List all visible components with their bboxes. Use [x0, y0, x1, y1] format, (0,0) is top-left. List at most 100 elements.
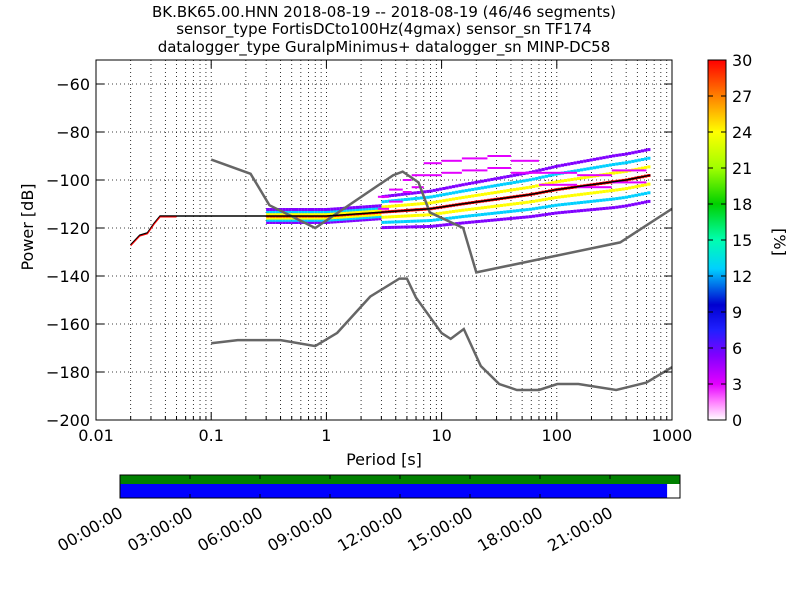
- psd-cell: [294, 218, 299, 222]
- psd-cell: [461, 221, 465, 225]
- psd-cell: [343, 215, 347, 219]
- time-tick-label: 06:00:00: [194, 503, 266, 555]
- psd-cell: [389, 188, 403, 191]
- psd-cell: [515, 173, 520, 177]
- x-tick-label: 1000: [652, 426, 693, 445]
- psd-cell: [423, 225, 427, 229]
- psd-cell: [413, 202, 417, 206]
- psd-cell: [628, 151, 632, 155]
- psd-cell: [602, 207, 606, 211]
- psd-cell: [618, 205, 622, 209]
- psd-cell: [631, 185, 635, 189]
- psd-cell: [282, 208, 286, 212]
- psd-cell: [637, 193, 641, 197]
- psd-cell: [359, 214, 363, 218]
- psd-cell: [343, 211, 347, 215]
- psd-cell: [266, 208, 270, 212]
- psd-cell: [503, 203, 507, 207]
- psd-cell: [615, 153, 619, 157]
- psd-cell: [346, 206, 350, 210]
- y-tick-label: −120: [46, 219, 90, 238]
- psd-cell: [397, 214, 401, 218]
- psd-cell: [378, 212, 382, 216]
- x-axis-ticks: 0.01 0.1 1 10 100 1000: [78, 60, 692, 445]
- psd-cell: [586, 200, 590, 204]
- psd-cell: [336, 209, 340, 213]
- psd-cell: [640, 183, 645, 187]
- psd-cell: [583, 192, 587, 196]
- x-tick-label: 100: [542, 426, 573, 445]
- psd-cell: [596, 157, 600, 161]
- psd-cell: [557, 211, 561, 215]
- psd-cell: [317, 210, 321, 214]
- psd-cell: [640, 201, 645, 205]
- psd-cell: [628, 203, 632, 207]
- psd-cell: [330, 220, 334, 224]
- psd-cell: [301, 210, 305, 214]
- psd-cell: [608, 172, 613, 176]
- psd-cell: [368, 207, 372, 211]
- psd-cell: [294, 210, 299, 214]
- psd-cell: [445, 192, 449, 196]
- psd-cell: [307, 210, 311, 214]
- availability-top-bar: [120, 475, 680, 484]
- y-tick-label: −60: [56, 75, 90, 94]
- psd-cell: [349, 214, 353, 218]
- psd-cell: [499, 217, 504, 221]
- psd-cell: [579, 176, 584, 180]
- psd-cell: [291, 220, 295, 224]
- psd-cell: [538, 176, 542, 180]
- psd-cell: [589, 166, 593, 170]
- psd-cell: [577, 174, 612, 177]
- psd-cell: [599, 207, 603, 211]
- psd-cell: [375, 208, 379, 212]
- psd-cell: [535, 184, 539, 188]
- psd-cell: [269, 220, 273, 224]
- psd-cell: [644, 166, 648, 170]
- psd-cell: [644, 191, 648, 195]
- psd-cell: [557, 164, 561, 168]
- plot-frame: [95, 59, 673, 421]
- psd-cell: [467, 207, 472, 211]
- psd-cell: [314, 208, 318, 212]
- psd-cell: [496, 183, 500, 187]
- psd-cell: [471, 207, 475, 211]
- psd-cell: [499, 210, 504, 214]
- psd-cell: [413, 214, 417, 218]
- psd-cell: [624, 195, 629, 199]
- psd-cell: [519, 187, 523, 191]
- psd-cell: [596, 190, 600, 194]
- psd-cell: [304, 216, 308, 220]
- psd-cell: [471, 214, 475, 218]
- psd-cell: [330, 207, 334, 211]
- psd-cell: [378, 208, 382, 212]
- psd-cell: [647, 182, 651, 186]
- psd-cell: [487, 205, 491, 209]
- psd-cell: [554, 211, 558, 215]
- psd-cell: [365, 209, 369, 213]
- psd-cell: [618, 196, 622, 200]
- psd-cell: [410, 197, 414, 201]
- psd-cell: [307, 218, 311, 222]
- psd-cell: [336, 218, 340, 222]
- psd-cell: [346, 215, 350, 219]
- new-low-noise-model-line: [211, 277, 672, 392]
- psd-cell: [314, 218, 318, 222]
- psd-cell: [621, 196, 625, 200]
- psd-cell: [397, 225, 401, 229]
- psd-cell: [510, 159, 539, 162]
- psd-cell: [387, 225, 392, 229]
- psd-cell: [576, 160, 580, 164]
- psd-cell: [538, 168, 542, 172]
- psd-cell: [448, 198, 452, 202]
- psd-cell: [445, 198, 449, 202]
- psd-cell: [410, 191, 414, 195]
- psd-cell: [621, 187, 625, 191]
- psd-cell: [365, 216, 369, 220]
- psd-cell: [490, 211, 494, 215]
- colorbar-tick-label: 18: [732, 195, 752, 214]
- psd-cell: [496, 176, 500, 180]
- psd-cell: [310, 216, 315, 220]
- psd-cell: [419, 225, 424, 229]
- psd-cell: [394, 215, 398, 219]
